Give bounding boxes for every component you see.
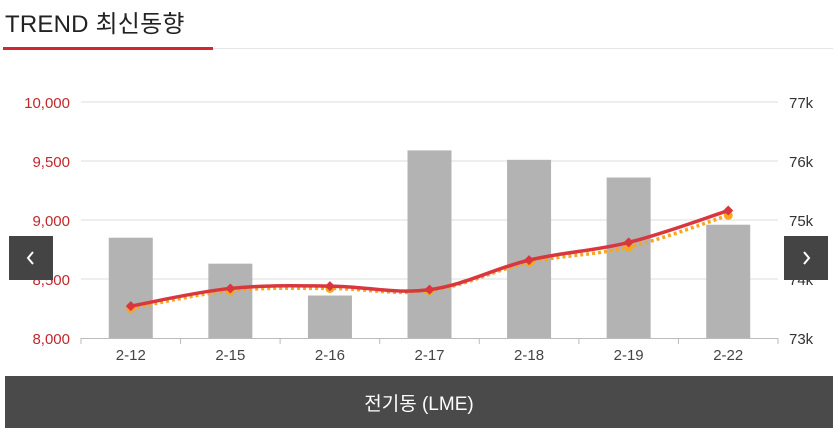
bar <box>407 150 452 338</box>
chevron-left-icon <box>26 251 34 265</box>
right-tick-label: 75k <box>789 213 814 230</box>
header-divider <box>213 48 833 49</box>
left-tick-label: 8,000 <box>32 331 70 348</box>
prev-button[interactable] <box>9 236 53 280</box>
bar <box>507 159 552 338</box>
main-series-point <box>324 281 335 292</box>
bar <box>307 295 352 338</box>
x-tick-label: 2-19 <box>614 347 644 364</box>
footer-bar: 전기동 (LME) <box>5 376 833 428</box>
footer-label: 전기동 (LME) <box>364 393 474 415</box>
bar <box>606 177 651 338</box>
next-button[interactable] <box>784 236 828 280</box>
trend-chart: 10,0009,5009,0008,5008,00077k76k75k74k73… <box>24 95 814 364</box>
left-tick-label: 10,000 <box>24 95 70 112</box>
header: TREND 최신동향 <box>0 0 838 50</box>
right-tick-label: 76k <box>789 154 814 171</box>
x-tick-label: 2-17 <box>414 347 444 364</box>
main-series-point <box>424 284 435 295</box>
main-series-point <box>524 255 535 266</box>
bar <box>208 263 253 338</box>
right-tick-label: 77k <box>789 95 814 112</box>
x-tick-label: 2-22 <box>713 347 743 364</box>
title-underline <box>3 47 213 50</box>
x-tick-label: 2-18 <box>514 347 544 364</box>
left-tick-label: 9,000 <box>32 213 70 230</box>
right-tick-label: 73k <box>789 331 814 348</box>
x-tick-label: 2-12 <box>116 347 146 364</box>
bar-series <box>108 150 751 338</box>
main-series-point <box>225 283 236 294</box>
chevron-right-icon <box>803 251 811 265</box>
main-series-point <box>623 237 634 248</box>
page-title: TREND 최신동향 <box>5 11 185 38</box>
left-tick-label: 9,500 <box>32 154 70 171</box>
x-tick-label: 2-15 <box>215 347 245 364</box>
main-series-point <box>723 205 734 216</box>
x-tick-label: 2-16 <box>315 347 345 364</box>
bar <box>108 237 153 338</box>
line-series <box>125 205 734 313</box>
main-series-point <box>125 301 136 312</box>
bar <box>706 224 751 338</box>
chart-axes: 10,0009,5009,0008,5008,00077k76k75k74k73… <box>24 95 814 364</box>
